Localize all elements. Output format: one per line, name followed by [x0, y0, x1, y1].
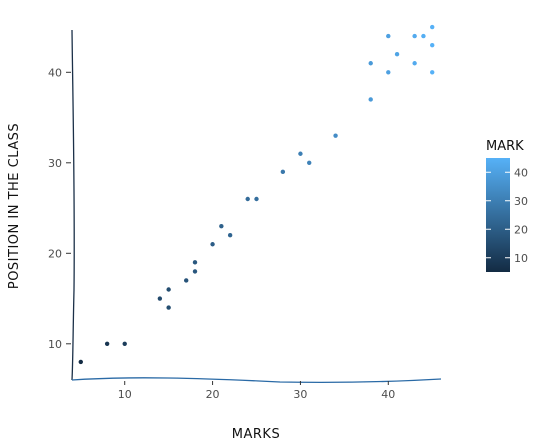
data-point — [192, 269, 198, 274]
data-point — [368, 97, 373, 102]
legend-tick-label: 10 — [514, 252, 528, 265]
data-point — [280, 169, 286, 175]
x-tick-label: 40 — [381, 388, 395, 401]
data-point — [219, 223, 224, 229]
data-point — [298, 151, 303, 156]
x-axis-line — [71, 377, 442, 384]
scatter-points — [78, 24, 435, 365]
data-point — [412, 33, 417, 39]
data-point — [122, 341, 127, 346]
data-point — [227, 233, 233, 238]
data-point — [210, 242, 215, 247]
legend-tick-label: 30 — [514, 195, 528, 208]
y-ticks: 10 20 30 40 — [48, 66, 71, 351]
x-ticks: 10 20 30 40 — [118, 381, 395, 401]
legend-title: MARK — [486, 139, 524, 154]
data-point — [78, 359, 83, 365]
y-tick-label: 40 — [48, 66, 62, 79]
y-tick-label: 30 — [48, 157, 62, 170]
legend-colorbar — [486, 158, 510, 272]
data-point — [368, 61, 373, 66]
x-tick-label: 30 — [293, 388, 307, 401]
data-point — [166, 305, 171, 310]
data-point — [245, 196, 250, 202]
data-point — [104, 341, 110, 346]
data-point — [386, 70, 391, 75]
data-point — [430, 24, 435, 30]
data-point — [430, 70, 435, 75]
data-point — [184, 278, 189, 283]
y-axis-title: POSITION IN THE CLASS — [7, 123, 22, 289]
data-point — [333, 133, 338, 138]
legend-tick-label: 40 — [514, 166, 528, 179]
y-axis-line — [71, 29, 75, 381]
data-point — [254, 196, 259, 202]
data-point — [430, 42, 435, 48]
color-legend: MARK 10 20 30 40 — [486, 139, 528, 272]
x-tick-label: 20 — [206, 388, 220, 401]
legend-ticks: 10 20 30 40 — [486, 166, 528, 265]
data-point — [412, 61, 417, 66]
data-point — [394, 52, 400, 57]
data-point — [307, 160, 312, 165]
axes — [71, 29, 442, 384]
data-point — [421, 33, 426, 39]
data-point — [192, 260, 198, 265]
y-tick-label: 20 — [48, 247, 62, 260]
x-axis-title: MARKS — [232, 427, 280, 442]
y-tick-label: 10 — [48, 338, 62, 351]
legend-tick-label: 20 — [514, 223, 528, 236]
data-point — [157, 296, 163, 301]
x-tick-label: 10 — [118, 388, 132, 401]
data-point — [386, 33, 391, 39]
data-point — [166, 287, 171, 292]
